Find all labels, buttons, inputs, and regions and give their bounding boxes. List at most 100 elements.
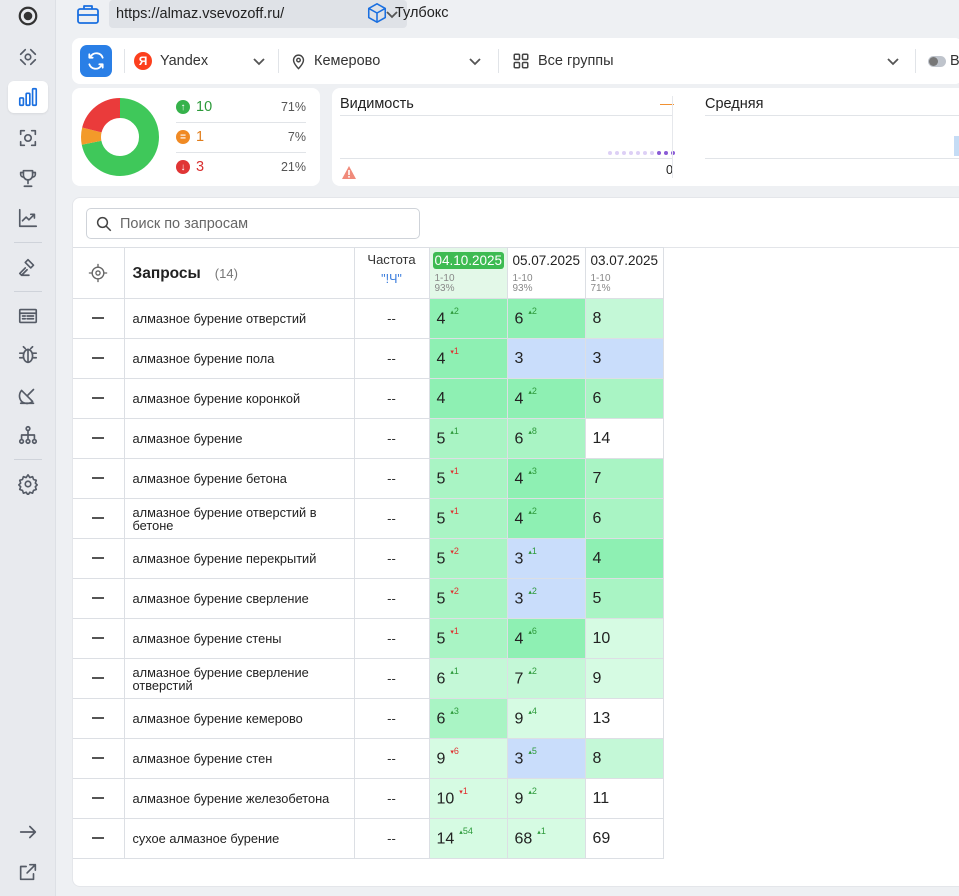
position-cell[interactable]: 62: [506, 298, 586, 339]
query-cell[interactable]: алмазное бурение железобетона: [123, 778, 355, 819]
row-action[interactable]: [73, 338, 125, 379]
sidebar-item-dynamics[interactable]: [8, 202, 48, 234]
position-cell[interactable]: 11: [584, 778, 664, 819]
position-cell[interactable]: 3: [506, 338, 586, 379]
toolbox-button[interactable]: Тулбокс: [366, 2, 449, 24]
target-header[interactable]: [73, 247, 125, 299]
toggle-switch[interactable]: В: [928, 38, 959, 84]
position-cell[interactable]: 96: [428, 738, 508, 779]
query-cell[interactable]: алмазное бурение: [123, 418, 355, 459]
position-cell[interactable]: 68: [506, 418, 586, 459]
row-action[interactable]: [73, 738, 125, 779]
sidebar-item-snapshots[interactable]: [8, 122, 48, 154]
frequency-sub[interactable]: "!Ч": [381, 272, 402, 286]
sidebar-item-reports[interactable]: [8, 300, 48, 332]
position-cell[interactable]: 51: [428, 498, 508, 539]
position-cell[interactable]: 42: [506, 498, 586, 539]
position-cell[interactable]: 31: [506, 538, 586, 579]
query-cell[interactable]: алмазное бурение перекрытий: [123, 538, 355, 579]
position-cell[interactable]: 52: [428, 538, 508, 579]
sidebar-item-competitors[interactable]: [8, 162, 48, 194]
position-cell[interactable]: 72: [506, 658, 586, 699]
external-link-icon[interactable]: [8, 856, 48, 888]
row-action[interactable]: [73, 498, 125, 539]
row-action[interactable]: [73, 418, 125, 459]
search-input[interactable]: [120, 215, 410, 232]
position-cell[interactable]: 4: [428, 378, 508, 419]
logo-icon[interactable]: [8, 0, 48, 32]
engine-select[interactable]: Я Yandex: [134, 38, 266, 84]
query-cell[interactable]: алмазное бурение сверление: [123, 578, 355, 619]
briefcase-icon[interactable]: [76, 3, 100, 25]
query-cell[interactable]: алмазное бурение кемерово: [123, 698, 355, 739]
position-cell[interactable]: 7: [584, 458, 664, 499]
position-cell[interactable]: 92: [506, 778, 586, 819]
region-select[interactable]: Кемерово: [290, 38, 482, 84]
position-cell[interactable]: 14 54: [428, 818, 508, 859]
position-cell[interactable]: 32: [506, 578, 586, 619]
refresh-button[interactable]: [80, 45, 112, 77]
row-action[interactable]: [73, 538, 125, 579]
sidebar-item-monitoring[interactable]: [8, 379, 48, 411]
row-action[interactable]: [73, 378, 125, 419]
query-cell[interactable]: алмазное бурение отверстий в бетоне: [123, 498, 355, 539]
row-action[interactable]: [73, 618, 125, 659]
sidebar-item-structure[interactable]: [8, 419, 48, 451]
position-cell[interactable]: 4: [584, 538, 664, 579]
position-cell[interactable]: 42: [428, 298, 508, 339]
project-url-select[interactable]: https://almaz.vsevozoff.ru/: [109, 0, 407, 28]
position-cell[interactable]: 63: [428, 698, 508, 739]
collapse-arrow-icon[interactable]: [8, 816, 48, 848]
position-cell[interactable]: 46: [506, 618, 586, 659]
position-cell[interactable]: 51: [428, 418, 508, 459]
query-cell[interactable]: алмазное бурение стен: [123, 738, 355, 779]
query-cell[interactable]: алмазное бурение коронкой: [123, 378, 355, 419]
position-cell[interactable]: 51: [428, 618, 508, 659]
sidebar-item-settings[interactable]: [8, 468, 48, 500]
query-cell[interactable]: сухое алмазное бурение: [123, 818, 355, 859]
position-cell[interactable]: 42: [506, 378, 586, 419]
position-cell[interactable]: 10 1: [428, 778, 508, 819]
position-cell[interactable]: 69: [584, 818, 664, 859]
sidebar-item-projects[interactable]: [8, 41, 48, 73]
position-cell[interactable]: 8: [584, 738, 664, 779]
position-cell[interactable]: 41: [428, 338, 508, 379]
sidebar-item-bugs[interactable]: [8, 339, 48, 371]
sidebar-item-tools[interactable]: [8, 251, 48, 283]
date-header-1[interactable]: 04.10.2025 1-10 93%: [428, 247, 508, 299]
date-header-2[interactable]: 05.07.2025 1-10 93%: [506, 247, 586, 299]
search-box[interactable]: [86, 208, 420, 239]
row-action[interactable]: [73, 778, 125, 819]
position-cell[interactable]: 6: [584, 378, 664, 419]
position-cell[interactable]: 14: [584, 418, 664, 459]
position-cell[interactable]: 52: [428, 578, 508, 619]
warning-icon[interactable]: [341, 165, 357, 180]
date-header-3[interactable]: 03.07.2025 1-10 71%: [584, 247, 664, 299]
position-cell[interactable]: 61: [428, 658, 508, 699]
position-cell[interactable]: 8: [584, 298, 664, 339]
position-cell[interactable]: 94: [506, 698, 586, 739]
position-cell[interactable]: 3: [584, 338, 664, 379]
position-cell[interactable]: 51: [428, 458, 508, 499]
position-cell[interactable]: 9: [584, 658, 664, 699]
position-cell[interactable]: 6: [584, 498, 664, 539]
query-cell[interactable]: алмазное бурение стены: [123, 618, 355, 659]
sidebar-item-positions[interactable]: [8, 81, 48, 113]
position-cell[interactable]: 68 1: [506, 818, 586, 859]
position-cell[interactable]: 35: [506, 738, 586, 779]
position-cell[interactable]: 43: [506, 458, 586, 499]
row-action[interactable]: [73, 458, 125, 499]
query-cell[interactable]: алмазное бурение сверление отверстий: [123, 658, 355, 699]
frequency-header[interactable]: Частота "!Ч": [353, 247, 430, 299]
query-cell[interactable]: алмазное бурение отверстий: [123, 298, 355, 339]
position-cell[interactable]: 10: [584, 618, 664, 659]
query-cell[interactable]: алмазное бурение пола: [123, 338, 355, 379]
queries-header[interactable]: Запросы (14): [123, 247, 355, 299]
row-action[interactable]: [73, 578, 125, 619]
position-cell[interactable]: 13: [584, 698, 664, 739]
row-action[interactable]: [73, 818, 125, 859]
row-action[interactable]: [73, 698, 125, 739]
query-cell[interactable]: алмазное бурение бетона: [123, 458, 355, 499]
row-action[interactable]: [73, 298, 125, 339]
groups-select[interactable]: Все группы: [512, 38, 900, 84]
